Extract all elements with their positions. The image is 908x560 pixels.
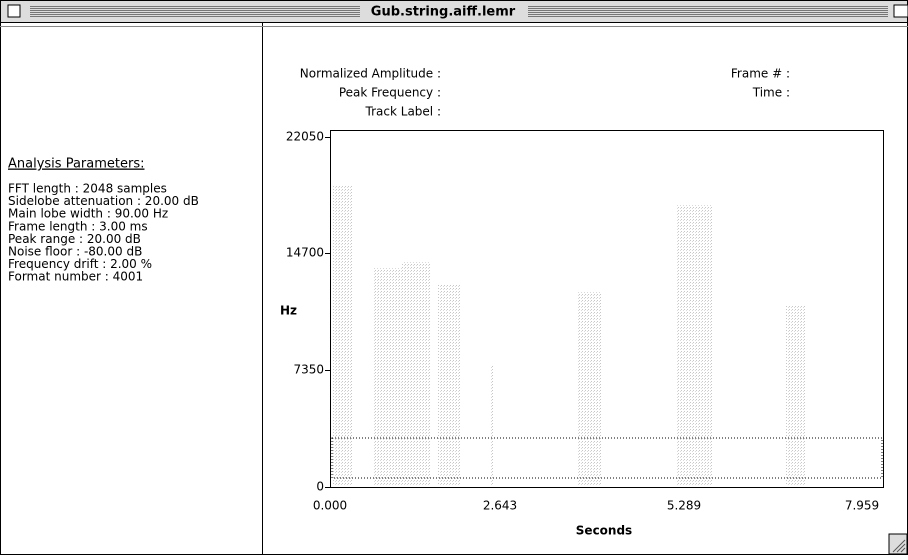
readout-label: Time : (752, 86, 790, 100)
y-axis-label: Hz (280, 304, 297, 318)
parameter-line: Format number : 4001 (8, 270, 143, 284)
resize-grip[interactable] (889, 534, 907, 554)
y-tick-label: 22050 (286, 130, 324, 144)
readout-label: Normalized Amplitude : (300, 67, 441, 81)
y-tick-label: 14700 (286, 246, 324, 260)
parameters-heading: Analysis Parameters: (8, 157, 144, 172)
window-title: Gub.string.aiff.lemr (371, 5, 516, 20)
x-tick-label: 2.643 (483, 499, 517, 513)
x-tick-label: 7.959 (845, 499, 879, 513)
window: Gub.string.aiff.lemr Analysis Parameters… (0, 0, 908, 556)
x-tick-label: 5.289 (667, 499, 701, 513)
y-tick-label: 0 (316, 480, 324, 494)
x-axis-label: Seconds (576, 524, 632, 538)
readout-label: Peak Frequency : (339, 86, 441, 100)
y-tick-label: 7350 (293, 363, 324, 377)
title-stripes (30, 5, 360, 18)
readout-label: Frame # : (731, 67, 790, 81)
zoom-box[interactable] (894, 5, 908, 17)
close-box[interactable] (8, 5, 20, 17)
readout-label: Track Label : (365, 105, 441, 119)
x-tick-label: 0.000 (313, 499, 347, 513)
title-stripes (528, 5, 888, 18)
